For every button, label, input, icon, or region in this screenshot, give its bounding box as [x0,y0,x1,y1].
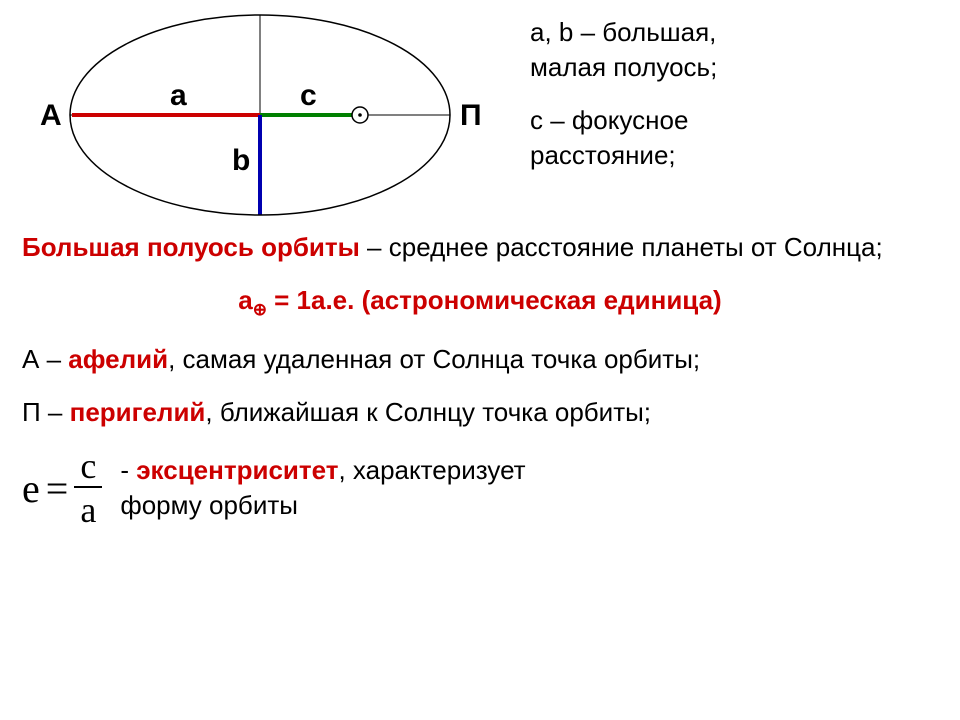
ecc-rest1: , характеризует [338,455,525,485]
ecc-equals: = [46,465,69,512]
orbit-ellipse-diagram: А Пa c b [20,5,490,225]
svg-text:А: А [40,99,62,132]
para-semimajor: Большая полуось орбиты – среднее расстоя… [22,230,938,265]
svg-text:c: c [300,79,317,112]
term-perihelion: перигелий [70,397,206,427]
ecc-e: e [22,465,40,512]
ecc-dash: - [120,455,136,485]
svg-text:b: b [232,144,250,177]
term-semimajor: Большая полуось орбиты [22,232,360,262]
ecc-fraction: c a [74,448,102,528]
aphelion-rest: , самая удаленная от Солнца точка орбиты… [168,344,700,374]
para-aphelion: А – афелий, самая удаленная от Солнца то… [22,342,938,377]
perihelion-pre: П – [22,397,70,427]
ecc-num: c [74,448,102,486]
legend-ab-line1: a, b – большая, [530,15,930,50]
term-aphelion: афелий [68,344,168,374]
eccentricity-formula: e = c a [22,448,102,528]
eccentricity-desc: - эксцентриситет, характеризует форму ор… [120,453,525,523]
svg-text:a: a [170,79,187,112]
svg-text:П: П [460,99,482,132]
legend-ab-line2: малая полуось; [530,50,930,85]
term-eccentricity: эксцентриситет [136,455,338,485]
formula-earth-sub: ⊕ [253,300,267,319]
eccentricity-row: e = c a - эксцентриситет, характеризует … [0,448,960,528]
formula-au: a⊕ = 1а.е. (астрономическая единица) [22,283,938,322]
formula-a: a [238,285,252,315]
para-semimajor-rest: – среднее расстояние планеты от Солнца; [360,232,883,262]
legend-c-line1: c – фокусное [530,103,930,138]
ecc-den: a [74,486,102,528]
aphelion-pre: А – [22,344,68,374]
perihelion-rest: , ближайшая к Солнцу точка орбиты; [205,397,651,427]
legend-c-line2: расстояние; [530,138,930,173]
para-perihelion: П – перигелий, ближайшая к Солнцу точка … [22,395,938,430]
formula-rest: = 1а.е. (астрономическая единица) [267,285,722,315]
diagram-legend: a, b – большая, малая полуось; c – фокус… [530,15,930,191]
ecc-rest2: форму орбиты [120,488,525,523]
